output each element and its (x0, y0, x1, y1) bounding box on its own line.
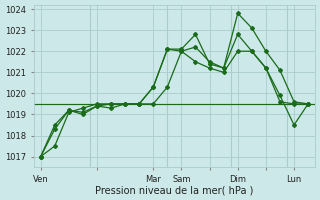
X-axis label: Pression niveau de la mer( hPa ): Pression niveau de la mer( hPa ) (95, 185, 253, 195)
